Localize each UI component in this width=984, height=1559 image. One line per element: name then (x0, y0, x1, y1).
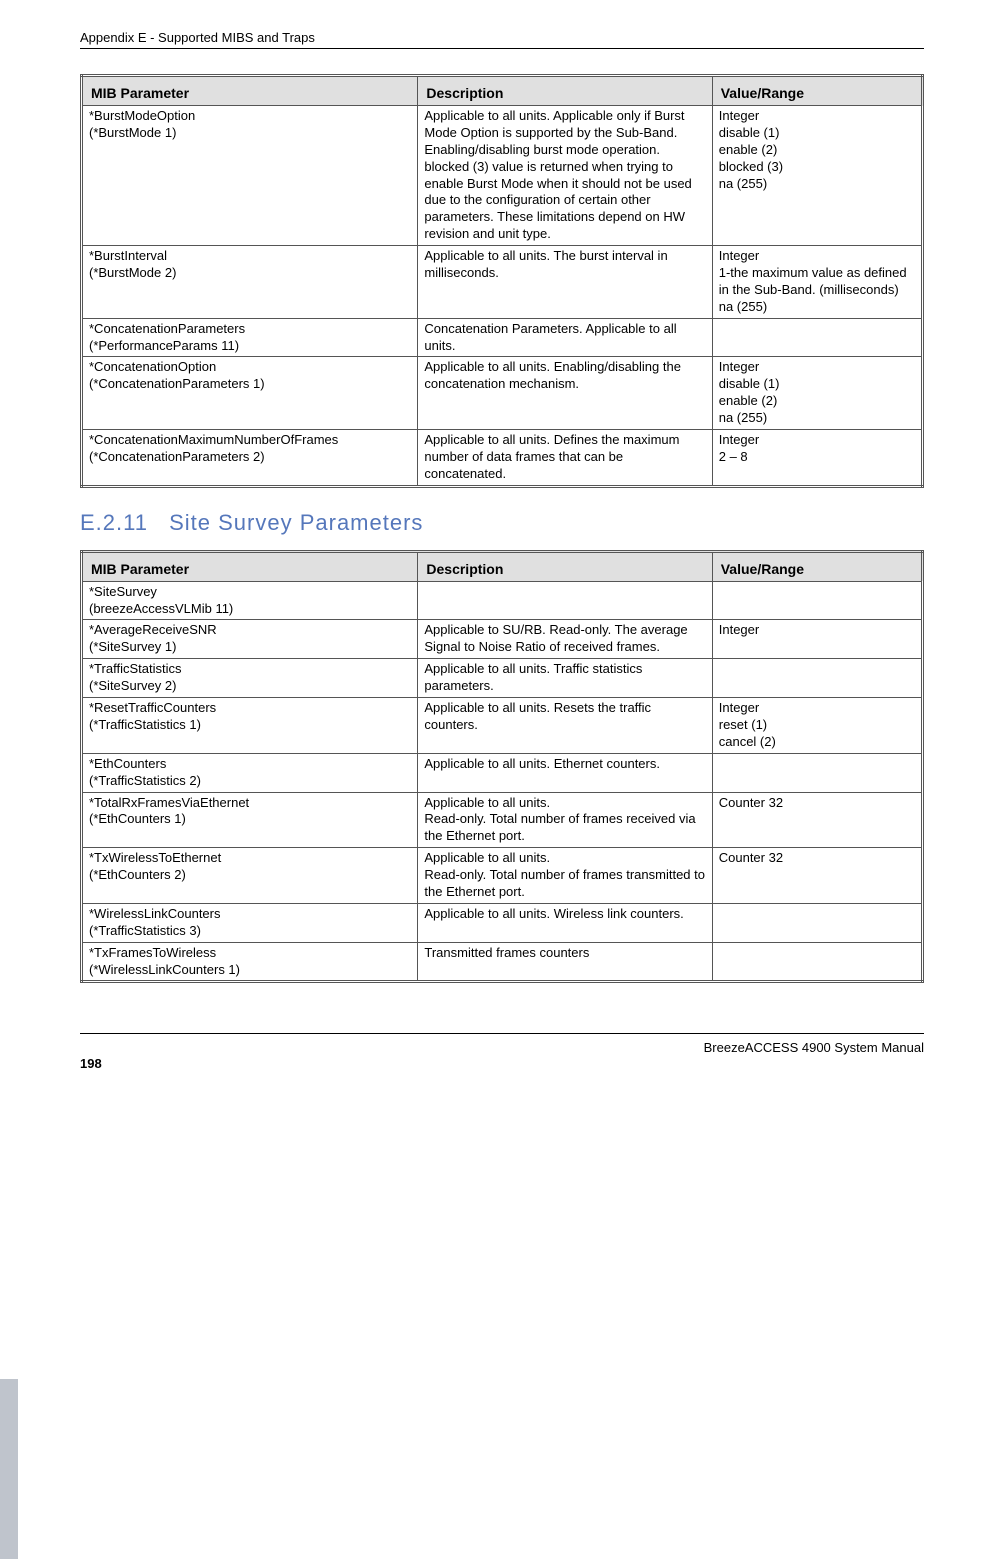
table-row: *TxWirelessToEthernet(*EthCounters 2)App… (82, 848, 923, 904)
section-heading: E.2.11 Site Survey Parameters (80, 510, 924, 536)
table-row: *TotalRxFramesViaEthernet(*EthCounters 1… (82, 792, 923, 848)
table-row: *ResetTrafficCounters(*TrafficStatistics… (82, 698, 923, 754)
cell-param: *TxWirelessToEthernet(*EthCounters 2) (82, 848, 418, 904)
cell-param: *BurstInterval(*BurstMode 2) (82, 246, 418, 319)
page-header: Appendix E - Supported MIBS and Traps (80, 30, 924, 49)
cell-desc (418, 581, 712, 620)
cell-desc: Applicable to all units.Read-only. Total… (418, 848, 712, 904)
cell-val: Integerreset (1)cancel (2) (712, 698, 922, 754)
table1-header-param: MIB Parameter (82, 76, 418, 106)
cell-val (712, 581, 922, 620)
cell-desc: Applicable to all units. Wireless link c… (418, 903, 712, 942)
cell-param: *ConcatenationParameters(*PerformancePar… (82, 318, 418, 357)
table-row: *EthCounters(*TrafficStatistics 2)Applic… (82, 753, 923, 792)
table1-header-val: Value/Range (712, 76, 922, 106)
cell-desc: Applicable to SU/RB. Read-only. The aver… (418, 620, 712, 659)
cell-param: *SiteSurvey(breezeAccessVLMib 11) (82, 581, 418, 620)
table-row: *TxFramesToWireless(*WirelessLinkCounter… (82, 942, 923, 982)
cell-param: *ResetTrafficCounters(*TrafficStatistics… (82, 698, 418, 754)
table-row: *BurstInterval(*BurstMode 2)Applicable t… (82, 246, 923, 319)
section-number: E.2.11 (80, 510, 148, 535)
cell-val: Counter 32 (712, 792, 922, 848)
cell-desc: Applicable to all units. Defines the max… (418, 430, 712, 487)
cell-param: *TxFramesToWireless(*WirelessLinkCounter… (82, 942, 418, 982)
header-text: Appendix E - Supported MIBS and Traps (80, 30, 315, 45)
cell-desc: Applicable to all units. Resets the traf… (418, 698, 712, 754)
sidebar-tab (0, 1379, 18, 1559)
table-row: *AverageReceiveSNR(*SiteSurvey 1)Applica… (82, 620, 923, 659)
manual-title: BreezeACCESS 4900 System Manual (704, 1040, 924, 1055)
table2-header-val: Value/Range (712, 551, 922, 581)
cell-desc: Concatenation Parameters. Applicable to … (418, 318, 712, 357)
table1-header-desc: Description (418, 76, 712, 106)
cell-desc: Applicable to all units. The burst inter… (418, 246, 712, 319)
mib-table-2: MIB Parameter Description Value/Range *S… (80, 550, 924, 984)
table-row: *WirelessLinkCounters(*TrafficStatistics… (82, 903, 923, 942)
table-row: *TrafficStatistics(*SiteSurvey 2)Applica… (82, 659, 923, 698)
cell-param: *AverageReceiveSNR(*SiteSurvey 1) (82, 620, 418, 659)
cell-val: Integer (712, 620, 922, 659)
cell-val: Integer2 – 8 (712, 430, 922, 487)
cell-val (712, 942, 922, 982)
cell-val (712, 659, 922, 698)
cell-param: *TrafficStatistics(*SiteSurvey 2) (82, 659, 418, 698)
cell-param: *WirelessLinkCounters(*TrafficStatistics… (82, 903, 418, 942)
cell-val: Integerdisable (1)enable (2)na (255) (712, 357, 922, 430)
cell-desc: Transmitted frames counters (418, 942, 712, 982)
cell-param: *EthCounters(*TrafficStatistics 2) (82, 753, 418, 792)
section-title: Site Survey Parameters (169, 510, 423, 535)
cell-param: *ConcatenationOption(*ConcatenationParam… (82, 357, 418, 430)
page-number: 198 (80, 1056, 102, 1071)
table-row: *ConcatenationParameters(*PerformancePar… (82, 318, 923, 357)
cell-val (712, 753, 922, 792)
cell-param: *TotalRxFramesViaEthernet(*EthCounters 1… (82, 792, 418, 848)
cell-val (712, 903, 922, 942)
cell-val (712, 318, 922, 357)
cell-desc: Applicable to all units. Ethernet counte… (418, 753, 712, 792)
table2-header-param: MIB Parameter (82, 551, 418, 581)
table-row: *ConcatenationOption(*ConcatenationParam… (82, 357, 923, 430)
page-footer: 198 BreezeACCESS 4900 System Manual (80, 1033, 924, 1055)
cell-desc: Applicable to all units. Applicable only… (418, 106, 712, 246)
table-row: *BurstModeOption(*BurstMode 1)Applicable… (82, 106, 923, 246)
table2-header-desc: Description (418, 551, 712, 581)
table-row: *ConcatenationMaximumNumberOfFrames(*Con… (82, 430, 923, 487)
cell-val: Integerdisable (1)enable (2)blocked (3)n… (712, 106, 922, 246)
cell-desc: Applicable to all units. Traffic statist… (418, 659, 712, 698)
table-row: *SiteSurvey(breezeAccessVLMib 11) (82, 581, 923, 620)
cell-param: *ConcatenationMaximumNumberOfFrames(*Con… (82, 430, 418, 487)
mib-table-1: MIB Parameter Description Value/Range *B… (80, 74, 924, 488)
cell-desc: Applicable to all units. Enabling/disabl… (418, 357, 712, 430)
cell-val: Integer1-the maximum value as defined in… (712, 246, 922, 319)
cell-param: *BurstModeOption(*BurstMode 1) (82, 106, 418, 246)
cell-desc: Applicable to all units.Read-only. Total… (418, 792, 712, 848)
cell-val: Counter 32 (712, 848, 922, 904)
